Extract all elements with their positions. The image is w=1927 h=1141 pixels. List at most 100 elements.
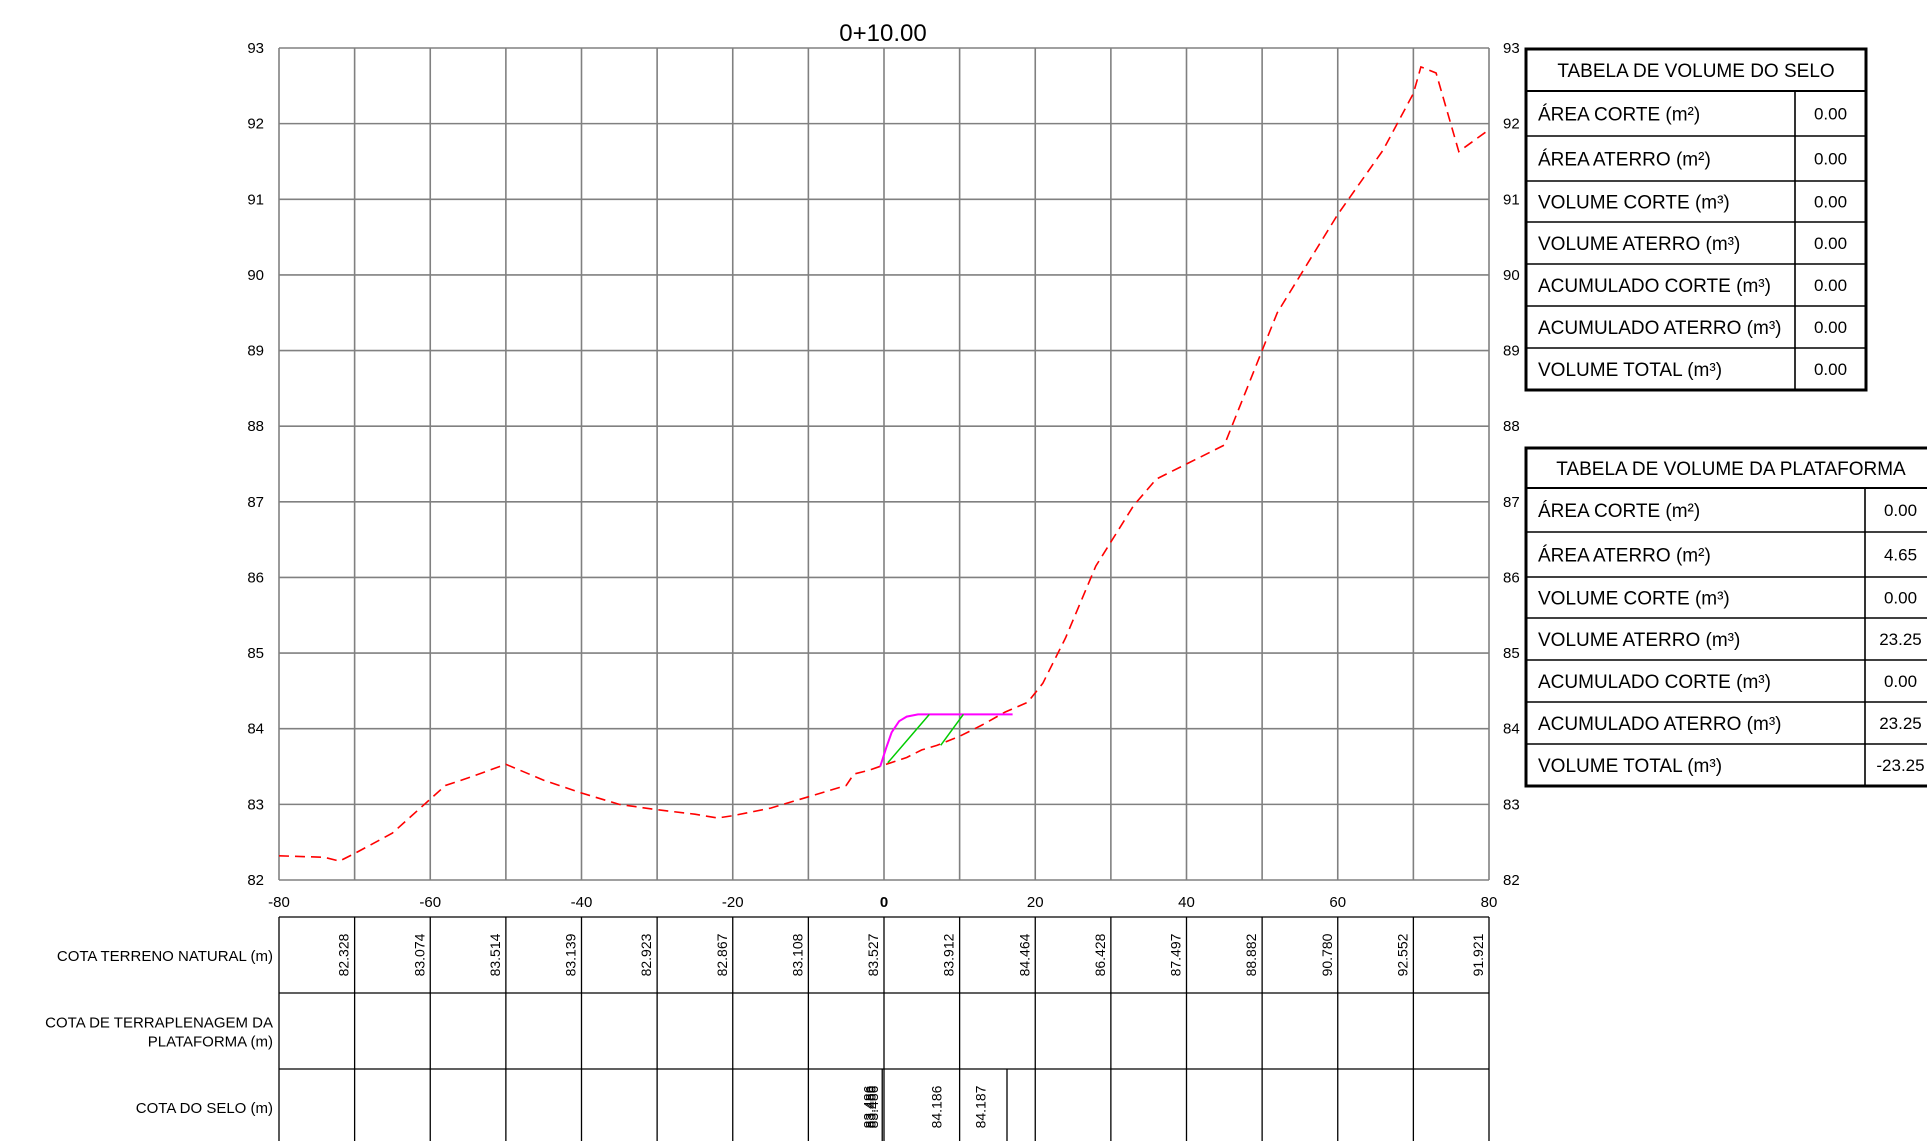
- volume-table-row-value: 0.00: [1814, 105, 1847, 124]
- volume-table-frame: [1524, 446, 1927, 788]
- volume-table-row-label: ÁREA CORTE (m²): [1538, 105, 1700, 126]
- y-tick-label-right: 89: [1503, 343, 1520, 360]
- volume-table-row-label: VOLUME TOTAL (m³): [1538, 360, 1722, 381]
- x-tick-label: 20: [1027, 894, 1044, 911]
- volume-table-row-label: ACUMULADO ATERRO (m³): [1538, 714, 1781, 735]
- x-tick-label: 0: [880, 894, 888, 911]
- seal-elevation-value: 84.187: [972, 1085, 988, 1128]
- terrain-elevation-value: 83.074: [411, 933, 427, 976]
- band-row-label: PLATAFORMA (m): [148, 1034, 273, 1051]
- volume-table-row-label: VOLUME TOTAL (m³): [1538, 756, 1722, 777]
- y-tick-label-left: 83: [247, 796, 264, 813]
- y-tick-label-left: 90: [247, 267, 264, 284]
- seal-elevation-value: 84.186: [929, 1085, 945, 1128]
- volume-table-title: TABELA DE VOLUME DO SELO: [1557, 61, 1834, 82]
- volume-table-row-label: ÁREA ATERRO (m²): [1538, 546, 1711, 567]
- y-tick-label-right: 87: [1503, 494, 1520, 511]
- terrain-elevation-value: 82.923: [638, 933, 654, 976]
- y-tick-label-left: 87: [247, 494, 264, 511]
- elevation-table: COTA TERRENO NATURAL (m) COTA DE TERRAPLE…: [45, 916, 1490, 1141]
- terrain-elevation-value: 82.867: [714, 933, 730, 976]
- volume-table-row-label: ÁREA CORTE (m²): [1538, 501, 1700, 522]
- seal-elevation-value: 83.486: [865, 1085, 881, 1128]
- y-tick-label-right: 91: [1503, 191, 1520, 208]
- y-tick-label-left: 85: [247, 645, 264, 662]
- x-tick-label: -40: [571, 894, 593, 911]
- y-tick-label-left: 86: [247, 569, 264, 586]
- volume-table-row-label: ACUMULADO ATERRO (m³): [1538, 318, 1781, 339]
- volume-table-row-label: ÁREA ATERRO (m²): [1538, 150, 1711, 171]
- terrain-elevation-value: 84.464: [1016, 933, 1032, 976]
- volume-table-row-label: VOLUME CORTE (m³): [1538, 589, 1730, 610]
- y-tick-label-right: 86: [1503, 569, 1520, 586]
- x-tick-label: -60: [419, 894, 441, 911]
- y-tick-label-right: 85: [1503, 645, 1520, 662]
- y-tick-label-left: 82: [247, 872, 264, 889]
- terrain-elevation-value: 92.552: [1394, 933, 1410, 976]
- terrain-elevation-value: 82.328: [336, 933, 352, 976]
- y-tick-label-right: 84: [1503, 721, 1520, 738]
- embankment-profile-line: [879, 713, 1013, 767]
- band-row-label: COTA DO SELO (m): [136, 1100, 273, 1117]
- y-tick-label-left: 89: [247, 343, 264, 360]
- volume-table-row-value: 23.25: [1879, 714, 1922, 733]
- x-tick-label: 60: [1329, 894, 1346, 911]
- terrain-elevation-value: 88.882: [1243, 933, 1259, 976]
- y-tick-label-right: 83: [1503, 796, 1520, 813]
- x-tick-label: 80: [1481, 894, 1498, 911]
- terrain-elevation-value: 90.780: [1319, 933, 1335, 976]
- terrain-elevation-value: 87.497: [1168, 933, 1184, 976]
- volume-table-row-label: VOLUME ATERRO (m³): [1538, 630, 1740, 651]
- x-tick-label: 40: [1178, 894, 1195, 911]
- volume-table-row-value: 0.00: [1884, 501, 1917, 520]
- terrain-elevation-value: 86.428: [1092, 933, 1108, 976]
- volume-table-row-label: ACUMULADO CORTE (m³): [1538, 672, 1771, 693]
- volume-table-row-label: VOLUME ATERRO (m³): [1538, 234, 1740, 255]
- y-tick-label-left: 88: [247, 418, 264, 435]
- volume-table-frame: [1524, 47, 1868, 392]
- y-tick-label-right: 93: [1503, 40, 1520, 57]
- y-tick-label-left: 92: [247, 116, 264, 133]
- seal-elevation-value: 83.486: [863, 1085, 879, 1128]
- terrain-elevation-value: 83.108: [789, 933, 805, 976]
- y-tick-label-right: 90: [1503, 267, 1520, 284]
- volume-table-row-label: VOLUME CORTE (m³): [1538, 193, 1730, 214]
- y-tick-label-left: 91: [247, 191, 264, 208]
- terrain-elevation-value: 91.921: [1470, 933, 1486, 976]
- volume-table-row-value: -23.25: [1876, 756, 1924, 775]
- volume-tables: TABELA DE VOLUME DO SELO ÁREA CORTE (m²) 0…: [1524, 47, 1927, 788]
- band-row-label: COTA TERRENO NATURAL (m): [57, 948, 273, 965]
- terrain-elevation-value: 83.912: [941, 933, 957, 976]
- x-tick-label: -20: [722, 894, 744, 911]
- volume-table-title: TABELA DE VOLUME DA PLATAFORMA: [1556, 459, 1906, 480]
- terrain-elevation-value: 83.527: [865, 933, 881, 976]
- volume-table-row-value: 0.00: [1814, 276, 1847, 295]
- volume-table-row-value: 0.00: [1814, 193, 1847, 212]
- axis-labels: 82 82 83 83 84 84 85 85 86 86 87 87 88 88 89 89 90 90 91 91…: [247, 40, 1519, 911]
- seal-elevation-value: 83.486: [860, 1085, 876, 1128]
- y-tick-label-left: 84: [247, 721, 264, 738]
- terrain-elevation-value: 83.514: [487, 933, 503, 976]
- volume-table-row-value: 0.00: [1884, 589, 1917, 608]
- y-tick-label-left: 93: [247, 40, 264, 57]
- y-tick-label-right: 82: [1503, 872, 1520, 889]
- y-tick-label-right: 92: [1503, 116, 1520, 133]
- volume-table-row-value: 4.65: [1884, 546, 1917, 565]
- volume-table-row-value: 0.00: [1884, 672, 1917, 691]
- terrain-elevation-value: 83.139: [563, 933, 579, 976]
- volume-table-row-value: 0.00: [1814, 360, 1847, 379]
- fill-hatch-line: [940, 713, 965, 746]
- fill-hatch-line: [887, 713, 930, 764]
- volume-table-row-value: 23.25: [1879, 630, 1922, 649]
- volume-table-row-value: 0.00: [1814, 318, 1847, 337]
- y-tick-label-right: 88: [1503, 418, 1520, 435]
- x-tick-label: -80: [268, 894, 290, 911]
- chart-title: 0+10.00: [839, 20, 926, 47]
- terrain-profile-line: [278, 65, 1490, 862]
- band-row-label: COTA DE TERRAPLENAGEM DA: [45, 1015, 273, 1032]
- volume-table-row-value: 0.00: [1814, 234, 1847, 253]
- volume-table-row-label: ACUMULADO CORTE (m³): [1538, 276, 1771, 297]
- volume-table-row-value: 0.00: [1814, 150, 1847, 169]
- profile-lines: [278, 65, 1490, 862]
